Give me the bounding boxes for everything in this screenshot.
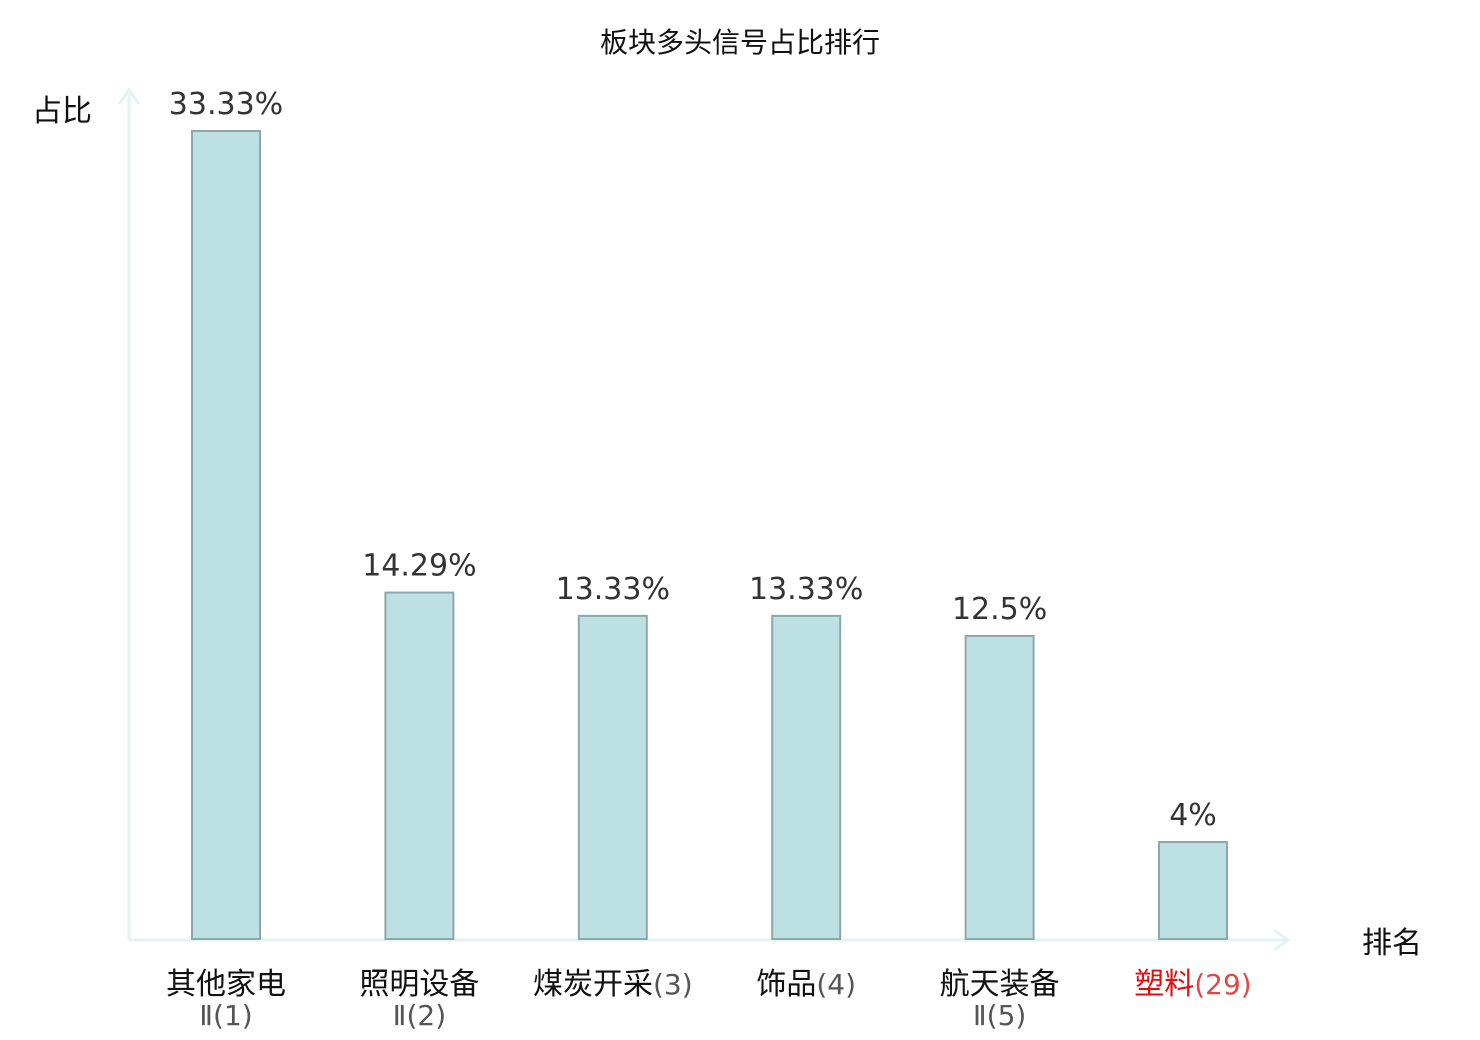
category-label-5: 航天装备 <box>940 967 1060 1002</box>
y-axis-label: 占比 <box>32 94 92 129</box>
category-label-2: 照明设备 <box>359 967 479 1002</box>
category-rank-1: Ⅱ(1) <box>199 999 252 1032</box>
bar-5 <box>964 634 1035 941</box>
x-axis-label: 排名 <box>1362 926 1422 961</box>
axes <box>117 87 1291 952</box>
bar-6 <box>1158 841 1228 940</box>
category-rank-6: (29) <box>1194 968 1251 1001</box>
value-label-1: 33.33% <box>169 87 283 122</box>
y-axis-arrow <box>117 87 141 105</box>
category-rank-2: Ⅱ(2) <box>393 999 446 1032</box>
bar-1 <box>191 130 261 940</box>
value-label-3: 13.33% <box>556 572 670 607</box>
category-name-4: 饰品 <box>756 967 816 1002</box>
category-label-1: 其他家电 <box>166 967 286 1002</box>
category-label-4: 饰品(4) <box>756 967 856 1002</box>
bar-4 <box>771 614 842 941</box>
bar-2 <box>384 591 455 940</box>
category-rank-3: (3) <box>653 968 693 1001</box>
chart-title: 板块多头信号占比排行 <box>600 26 880 59</box>
value-label-2: 14.29% <box>362 549 476 584</box>
category-label-3: 煤炭开采(3) <box>533 967 693 1002</box>
category-label-6: 塑料(29) <box>1134 967 1251 1002</box>
value-labels: 33.33% 14.29% 13.33% 13.33% 12.5% 4% <box>169 87 1217 833</box>
value-label-5: 12.5% <box>952 592 1047 627</box>
value-label-6: 4% <box>1169 798 1217 833</box>
bar-3 <box>577 614 648 941</box>
x-axis-arrow <box>1273 928 1291 952</box>
category-name-6: 塑料 <box>1134 967 1194 1002</box>
value-label-4: 13.33% <box>749 572 863 607</box>
category-name-3: 煤炭开采 <box>533 967 653 1002</box>
category-rank-5: Ⅱ(5) <box>973 999 1026 1032</box>
category-rank-4: (4) <box>816 968 856 1001</box>
bars <box>191 130 1228 941</box>
